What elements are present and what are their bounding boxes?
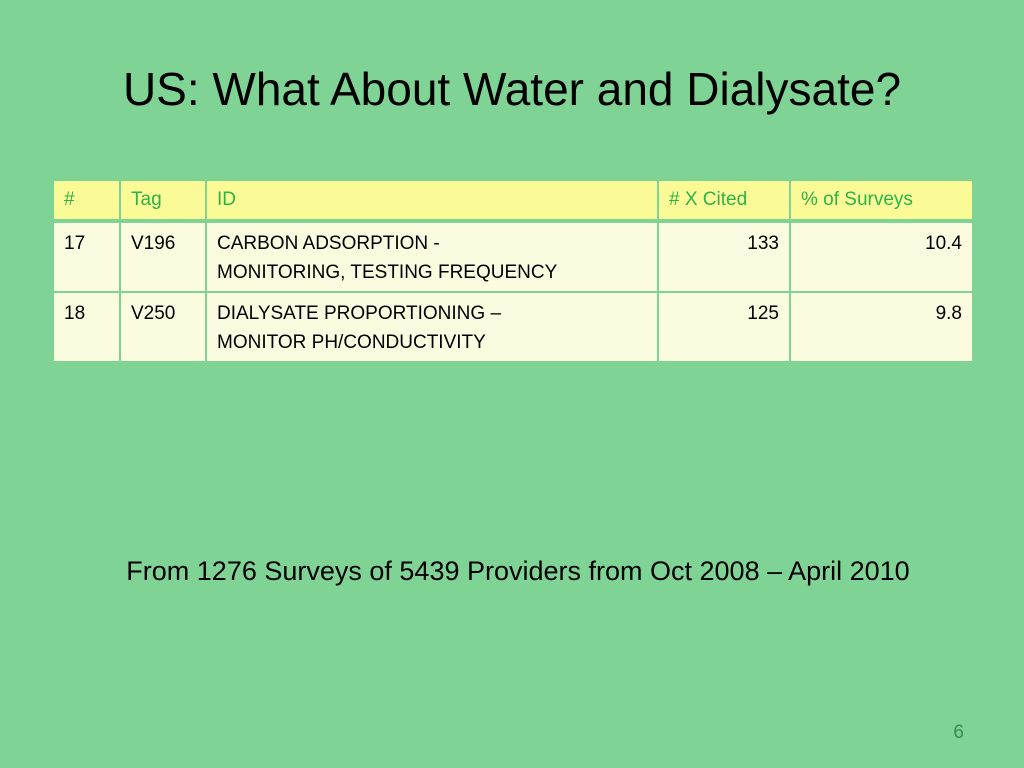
citations-table: # Tag ID # X Cited % of Surveys 17 V196 … [52, 179, 974, 363]
table-row: 17 V196 CARBON ADSORPTION - MONITORING, … [52, 220, 974, 293]
column-header-id: ID [205, 179, 659, 223]
tag-cell: V250 [119, 291, 207, 363]
times-cited-cell: 133 [657, 220, 791, 293]
table-row: 18 V250 DIALYSATE PROPORTIONING – MONITO… [52, 291, 974, 363]
id-cell: CARBON ADSORPTION - MONITORING, TESTING … [205, 220, 659, 293]
column-header-tag: Tag [119, 179, 207, 223]
column-header-percent-surveys: % of Surveys [789, 179, 974, 223]
slide-number: 6 [953, 722, 964, 743]
row-number-cell: 17 [52, 220, 121, 293]
slide-title: US: What About Water and Dialysate? [122, 63, 902, 115]
id-line: MONITORING, TESTING FREQUENCY [217, 262, 558, 283]
tag-cell: V196 [119, 220, 207, 293]
id-line: CARBON ADSORPTION - [217, 233, 440, 254]
column-header-times-cited: # X Cited [657, 179, 791, 223]
id-line: MONITOR PH/CONDUCTIVITY [217, 332, 486, 353]
id-cell: DIALYSATE PROPORTIONING – MONITOR PH/CON… [205, 291, 659, 363]
table-header-row: # Tag ID # X Cited % of Surveys [52, 179, 974, 223]
times-cited-cell: 125 [657, 291, 791, 363]
row-number-cell: 18 [52, 291, 121, 363]
percent-surveys-cell: 10.4 [789, 220, 974, 293]
id-line: DIALYSATE PROPORTIONING – [217, 303, 502, 324]
column-header-number: # [52, 179, 121, 223]
source-footnote: From 1276 Surveys of 5439 Providers from… [126, 556, 910, 586]
percent-surveys-cell: 9.8 [789, 291, 974, 363]
